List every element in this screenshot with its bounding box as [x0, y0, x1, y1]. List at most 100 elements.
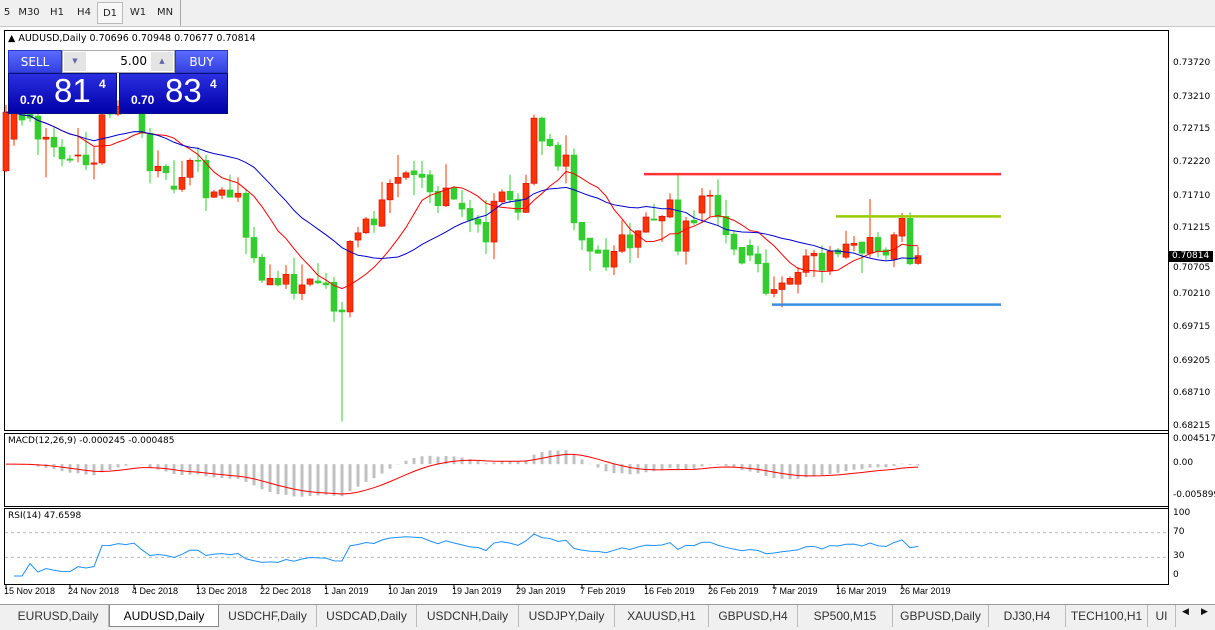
bear-candle — [434, 190, 442, 207]
bear-candle — [258, 256, 266, 281]
bear-candle — [834, 249, 842, 255]
bull-candle — [866, 237, 874, 254]
buy-button[interactable]: BUY — [175, 50, 228, 73]
tab-audusd-daily[interactable]: AUDUSD,Daily — [109, 605, 219, 627]
collapse-triangle-icon[interactable]: ▲ — [8, 33, 16, 44]
bear-candle — [418, 173, 426, 178]
time-axis-label: 1 Jan 2019 — [324, 586, 369, 596]
bull-candle — [658, 216, 666, 222]
bear-candle — [858, 241, 866, 254]
increase-arrow-icon[interactable]: ▲ — [151, 52, 173, 71]
tab-eurusd-daily[interactable]: EURUSD,Daily — [8, 605, 109, 627]
tf-d1[interactable]: D1 — [97, 2, 123, 24]
tab-gbpusd-daily[interactable]: GBPUSD,Daily — [893, 605, 989, 627]
bull-candle — [2, 111, 10, 172]
time-axis-label: 26 Mar 2019 — [900, 586, 951, 596]
bull-candle — [354, 232, 362, 241]
toolbar-divider — [180, 0, 181, 26]
rsi-axis-label: 70 — [1173, 526, 1185, 537]
bear-candle — [594, 249, 602, 254]
bull-candle — [10, 112, 18, 140]
macd-axis-label: 0.004517 — [1173, 434, 1215, 444]
ma-fast-line — [5, 111, 919, 290]
bear-candle — [746, 245, 754, 256]
tf-mn[interactable]: MN — [156, 7, 174, 18]
tf-m30[interactable]: M30 — [18, 7, 40, 18]
time-axis-label: 7 Mar 2019 — [772, 586, 818, 596]
bid-price-box[interactable]: 0.70 81 4 — [8, 72, 117, 114]
timeframe-toolbar: 5 M30 H1 H4 D1 W1 MN — [0, 0, 1215, 27]
bull-candle — [842, 243, 850, 258]
tab-usdjpy-daily[interactable]: USDJPY,Daily — [519, 605, 615, 627]
sell-button[interactable]: SELL — [8, 50, 62, 73]
bull-candle — [386, 183, 394, 201]
bear-candle — [34, 115, 42, 140]
bull-candle — [266, 278, 274, 286]
tab-ui[interactable]: UI — [1148, 605, 1176, 627]
bear-candle — [466, 208, 474, 221]
bear-candle — [602, 249, 610, 268]
ma-slow-line — [5, 111, 919, 262]
bid-sup: 4 — [99, 77, 106, 91]
tab-xauusd-h1[interactable]: XAUUSD,H1 — [615, 605, 709, 627]
bull-candle — [794, 272, 802, 285]
price-axis-label: 0.72715 — [1173, 124, 1211, 135]
tab-usdcnh-daily[interactable]: USDCNH,Daily — [417, 605, 519, 627]
current-price-badge: 0.70814 — [1169, 250, 1213, 262]
time-axis-label: 29 Jan 2019 — [516, 586, 566, 596]
rsi-axis-label: 30 — [1173, 551, 1185, 562]
bear-candle — [554, 144, 562, 167]
bull-candle — [786, 278, 794, 285]
bull-candle — [74, 154, 82, 157]
chart-canvas[interactable] — [0, 0, 1215, 604]
price-axis-label: 0.72220 — [1173, 156, 1211, 167]
bull-candle — [42, 136, 50, 140]
bear-candle — [722, 216, 730, 236]
bear-candle — [874, 237, 882, 252]
bear-candle — [330, 281, 338, 312]
bull-candle — [618, 234, 626, 252]
lot-size-stepper[interactable]: ▼ 5.00 ▲ — [62, 50, 175, 73]
bull-candle — [178, 177, 186, 190]
time-axis-label: 7 Feb 2019 — [580, 586, 626, 596]
tab-scroll-left-icon[interactable]: ◀ — [1182, 607, 1189, 617]
tab-sp500-m15[interactable]: SP500,M15 — [798, 605, 893, 627]
ask-big: 83 — [165, 72, 202, 109]
price-axis-label: 0.73720 — [1173, 58, 1211, 68]
decrease-arrow-icon[interactable]: ▼ — [64, 52, 86, 71]
bear-candle — [290, 274, 298, 294]
tab-dj30-h4[interactable]: DJ30,H4 — [989, 605, 1066, 627]
bull-candle — [442, 187, 450, 207]
bear-candle — [242, 192, 250, 238]
tf-h4[interactable]: H4 — [77, 7, 91, 18]
tab-gbpusd-h4[interactable]: GBPUSD,H4 — [709, 605, 798, 627]
bull-candle — [890, 234, 898, 260]
ask-price-box[interactable]: 0.70 83 4 — [119, 72, 228, 114]
time-axis-label: 16 Feb 2019 — [644, 586, 695, 596]
tab-scroll-right-icon[interactable]: ▶ — [1201, 607, 1208, 617]
bear-candle — [650, 218, 658, 221]
tf-h1[interactable]: H1 — [50, 7, 64, 18]
bear-candle — [314, 280, 322, 284]
time-axis-label: 26 Feb 2019 — [708, 586, 759, 596]
tab-usdcad-daily[interactable]: USDCAD,Daily — [317, 605, 417, 627]
bear-candle — [82, 154, 90, 166]
bull-candle — [682, 220, 690, 252]
tab-usdchf-daily[interactable]: USDCHF,Daily — [219, 605, 317, 627]
macd-signal-line — [5, 453, 919, 495]
tf-w1[interactable]: W1 — [129, 7, 147, 18]
ask-sup: 4 — [210, 77, 217, 91]
tab-tech100-h1[interactable]: TECH100,H1 — [1066, 605, 1148, 627]
tf-m15[interactable]: 5 — [3, 7, 11, 18]
bull-candle — [642, 216, 650, 233]
time-axis-label: 10 Jan 2019 — [388, 586, 438, 596]
rsi-axis-label: 0 — [1173, 570, 1179, 580]
bull-candle — [490, 200, 498, 243]
bear-candle — [906, 217, 914, 265]
bull-candle — [218, 189, 226, 196]
price-axis-label: 0.70210 — [1173, 289, 1211, 300]
lot-size-input[interactable]: 5.00 — [120, 54, 147, 68]
bear-candle — [450, 187, 458, 200]
bull-candle — [802, 255, 810, 273]
bear-candle — [690, 219, 698, 224]
